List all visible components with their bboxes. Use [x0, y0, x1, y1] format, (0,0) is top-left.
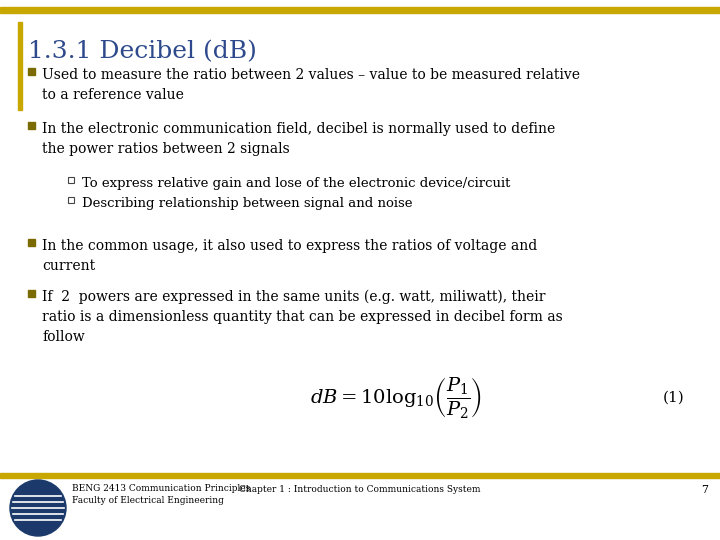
Bar — [68, 197, 74, 203]
Bar — [68, 177, 74, 183]
Bar — [28, 68, 35, 75]
Circle shape — [10, 480, 66, 536]
Text: 1.3.1 Decibel (dB): 1.3.1 Decibel (dB) — [28, 40, 257, 63]
Text: To express relative gain and lose of the electronic device/circuit: To express relative gain and lose of the… — [82, 177, 510, 190]
Bar — [18, 22, 22, 110]
Text: In the electronic communication field, decibel is normally used to define
the po: In the electronic communication field, d… — [42, 122, 555, 156]
Text: In the common usage, it also used to express the ratios of voltage and
current: In the common usage, it also used to exp… — [42, 239, 537, 273]
Text: Chapter 1 : Introduction to Communications System: Chapter 1 : Introduction to Communicatio… — [239, 485, 481, 495]
Text: Faculty of Electrical Engineering: Faculty of Electrical Engineering — [72, 496, 224, 505]
Bar — [0, 473, 720, 478]
Text: $dB = 10\log_{10}\!\left(\dfrac{P_1}{P_2}\right)$: $dB = 10\log_{10}\!\left(\dfrac{P_1}{P_2… — [310, 375, 482, 421]
Text: Used to measure the ratio between 2 values – value to be measured relative
to a : Used to measure the ratio between 2 valu… — [42, 68, 580, 102]
Bar — [28, 122, 35, 129]
Bar — [0, 7, 720, 13]
Bar — [28, 239, 35, 246]
Text: (1): (1) — [663, 391, 685, 405]
Text: 7: 7 — [701, 485, 708, 495]
Text: BENG 2413 Communication Principles: BENG 2413 Communication Principles — [72, 484, 251, 493]
Bar — [28, 290, 35, 297]
Text: Describing relationship between signal and noise: Describing relationship between signal a… — [82, 197, 413, 210]
Text: If  2  powers are expressed in the same units (e.g. watt, miliwatt), their
ratio: If 2 powers are expressed in the same un… — [42, 290, 563, 345]
